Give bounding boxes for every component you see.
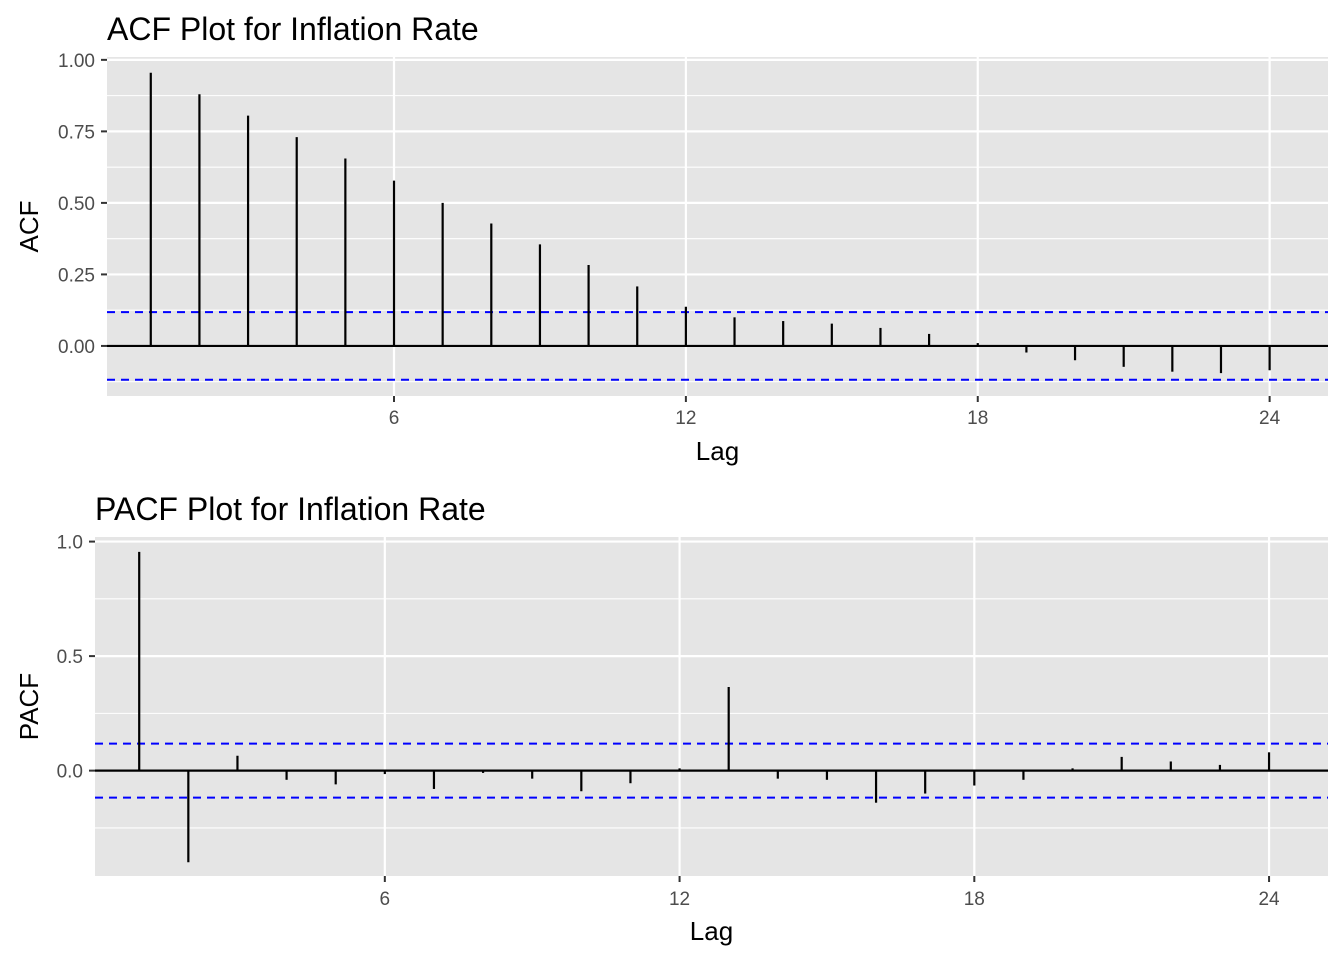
pacf-y-tick-label: 0.5 <box>57 647 83 668</box>
pacf-x-tick-label: 24 <box>1258 889 1280 910</box>
acf-panel-background <box>107 57 1328 396</box>
acf-y-tick-label: 1.00 <box>58 51 95 72</box>
pacf-x-tick-label: 6 <box>380 889 391 910</box>
acf-chart-title: ACF Plot for Inflation Rate <box>107 11 479 47</box>
pacf-x-axis-title: Lag <box>690 916 733 946</box>
pacf-x-tick-label: 12 <box>669 889 690 910</box>
acf-x-tick-label: 6 <box>389 408 400 429</box>
acf-x-axis-title: Lag <box>696 436 739 466</box>
acf-x-tick-label: 12 <box>675 408 696 429</box>
acf-y-tick-label: 0.50 <box>58 194 95 215</box>
pacf-y-axis-title: PACF <box>14 673 44 740</box>
acf-panel: 0.00 0.25 0.50 0.75 1.00 6 12 18 24 ACF Plot for … <box>14 11 1328 466</box>
pacf-panel-background <box>95 537 1328 876</box>
acf-x-tick-label: 18 <box>967 408 988 429</box>
acf-y-tick-label: 0.75 <box>58 122 95 143</box>
acf-y-axis-title: ACF <box>14 201 44 253</box>
acf-x-tick-label: 24 <box>1259 408 1281 429</box>
pacf-y-tick-label: 0.0 <box>57 762 83 783</box>
pacf-x-tick-label: 18 <box>964 889 985 910</box>
acf-y-tick-label: 0.00 <box>58 337 95 358</box>
pacf-panel: 0.0 0.5 1.0 6 12 18 24 PACF Plot for Inflation … <box>14 491 1328 946</box>
pacf-y-tick-label: 1.0 <box>57 533 83 554</box>
pacf-chart-title: PACF Plot for Inflation Rate <box>95 491 486 527</box>
acf-y-tick-label: 0.25 <box>58 265 95 286</box>
